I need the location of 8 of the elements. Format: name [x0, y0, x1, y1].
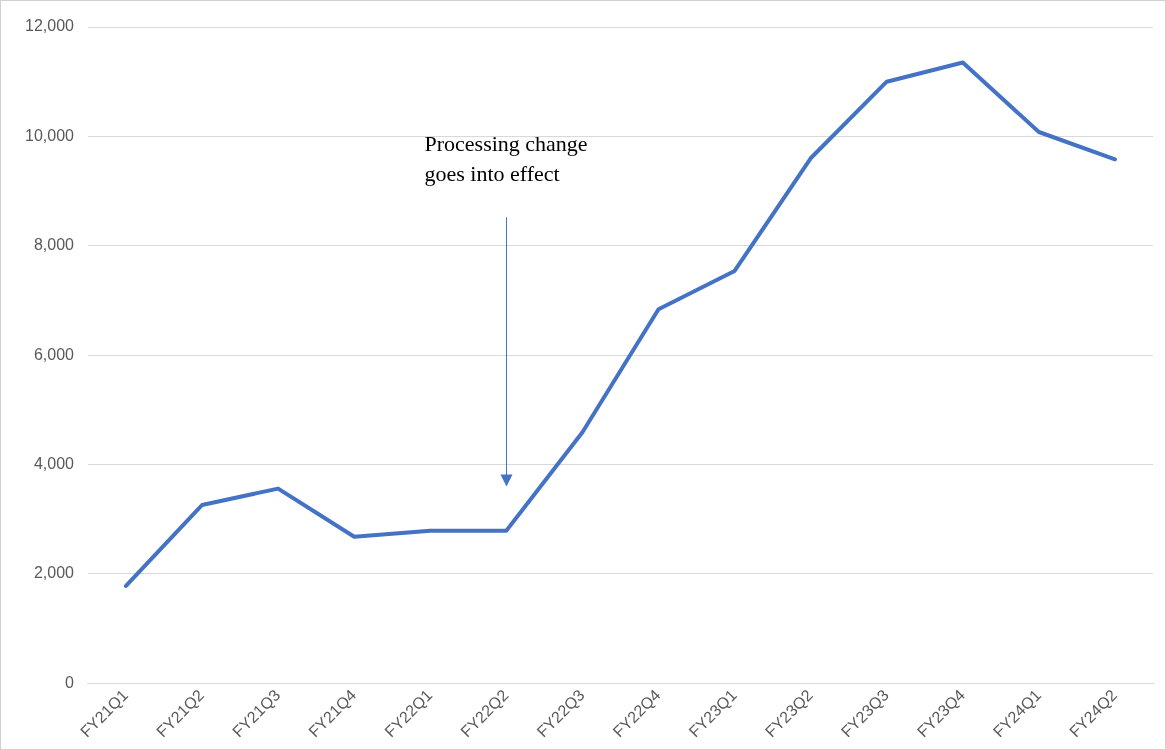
y-tick-label: 8,000 [33, 236, 75, 254]
y-tick-label: 4,000 [33, 454, 75, 472]
y-tick-label: 0 [65, 673, 75, 691]
y-tick-label: 2,000 [33, 564, 75, 582]
annotation: Processing change goes into effect [424, 131, 588, 187]
y-tick-label: 12,000 [25, 17, 75, 35]
y-tick-label: 10,000 [25, 126, 75, 144]
y-tick-label: 6,000 [33, 345, 75, 363]
